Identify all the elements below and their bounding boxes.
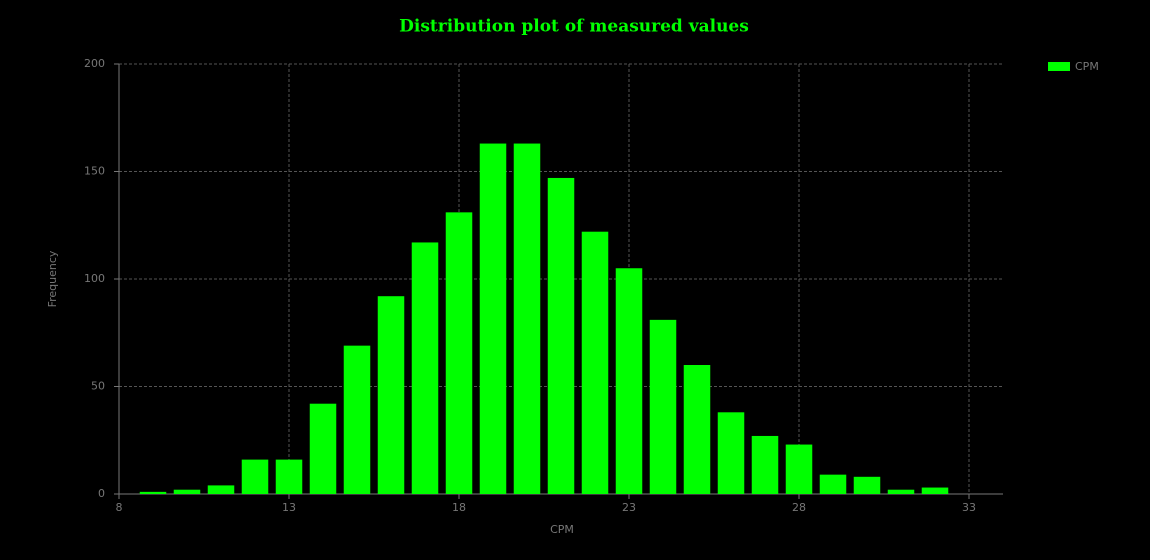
x-tick-label: 33 xyxy=(962,501,976,514)
bar xyxy=(581,231,609,494)
bar xyxy=(309,403,337,494)
chart-title: Distribution plot of measured values xyxy=(399,17,749,37)
bar xyxy=(241,459,269,494)
bar xyxy=(615,268,643,494)
y-tick-label: 150 xyxy=(84,165,105,178)
bar xyxy=(751,435,779,494)
x-tick-label: 18 xyxy=(452,501,466,514)
bar xyxy=(649,319,677,494)
bar xyxy=(683,365,711,494)
x-tick-label: 13 xyxy=(282,501,296,514)
bar xyxy=(717,412,745,494)
x-tick-label: 8 xyxy=(116,501,123,514)
bar xyxy=(479,143,507,495)
y-tick-label: 200 xyxy=(84,57,105,70)
bar xyxy=(819,474,847,494)
x-tick-label: 23 xyxy=(622,501,636,514)
bar xyxy=(377,296,405,494)
bar xyxy=(785,444,813,494)
bar xyxy=(173,489,201,494)
bar xyxy=(139,491,167,494)
bar xyxy=(547,177,575,494)
legend-label: CPM xyxy=(1075,60,1099,73)
bar xyxy=(275,459,303,494)
legend-swatch xyxy=(1048,62,1070,71)
bar xyxy=(343,345,371,494)
bar xyxy=(921,487,949,494)
y-axis-label: Frequency xyxy=(46,250,59,307)
bar xyxy=(207,485,235,494)
bar xyxy=(513,143,541,495)
y-tick-label: 0 xyxy=(98,487,105,500)
x-tick-label: 28 xyxy=(792,501,806,514)
y-tick-label: 50 xyxy=(91,380,105,393)
bar xyxy=(853,476,881,494)
bar xyxy=(411,242,439,494)
y-tick-label: 100 xyxy=(84,272,105,285)
bar xyxy=(887,489,915,494)
bar xyxy=(445,212,473,494)
x-axis-label: CPM xyxy=(550,523,574,536)
